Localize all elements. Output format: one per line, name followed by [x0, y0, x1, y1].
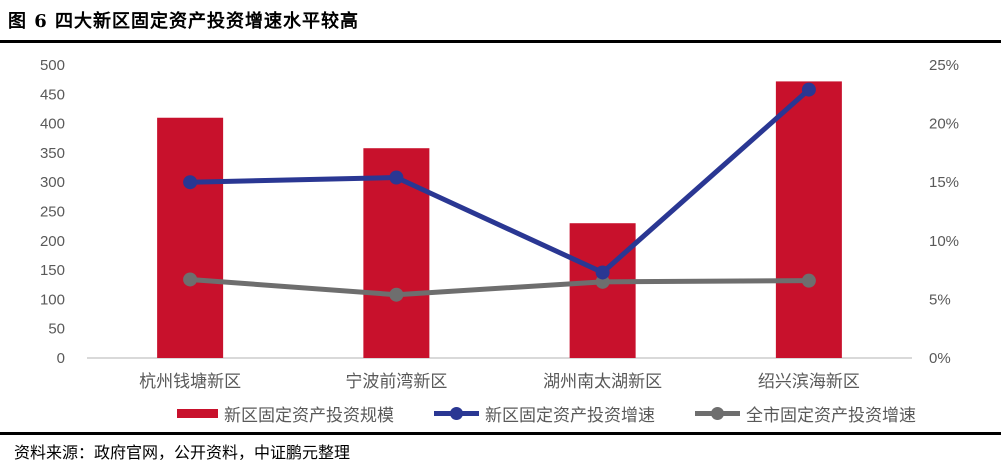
- svg-text:15%: 15%: [929, 174, 959, 191]
- footer-divider: [0, 432, 1001, 435]
- svg-text:5%: 5%: [929, 291, 951, 308]
- svg-text:350: 350: [40, 145, 65, 162]
- svg-text:250: 250: [40, 204, 65, 221]
- legend-label-city-growth: 全市固定资产投资增速: [746, 405, 916, 425]
- svg-text:0%: 0%: [929, 350, 951, 367]
- svg-text:450: 450: [40, 86, 65, 103]
- svg-text:200: 200: [40, 233, 65, 250]
- svg-text:杭州钱塘新区: 杭州钱塘新区: [139, 372, 241, 391]
- svg-text:10%: 10%: [929, 233, 959, 250]
- svg-text:绍兴滨海新区: 绍兴滨海新区: [758, 372, 860, 391]
- title-divider: [0, 40, 1001, 43]
- legend-item-investment-scale: 新区固定资产投资规模: [177, 401, 394, 426]
- legend-item-city-growth: 全市固定资产投资增速: [695, 401, 916, 426]
- chart-legend: 新区固定资产投资规模 新区固定资产投资增速 全市固定资产投资增速: [0, 401, 1001, 425]
- figure-title: 图 6 四大新区固定资产投资增速水平较高: [8, 11, 360, 32]
- svg-text:500: 500: [40, 57, 65, 74]
- legend-label-district-growth: 新区固定资产投资增速: [485, 405, 655, 425]
- svg-text:湖州南太湖新区: 湖州南太湖新区: [543, 372, 662, 391]
- svg-text:20%: 20%: [929, 116, 959, 133]
- legend-item-district-growth: 新区固定资产投资增速: [434, 401, 655, 426]
- svg-text:50: 50: [48, 321, 65, 338]
- svg-text:100: 100: [40, 291, 65, 308]
- gray-line-marker-icon: [695, 406, 740, 420]
- legend-label-investment-scale: 新区固定资产投资规模: [224, 405, 394, 425]
- svg-text:宁波前湾新区: 宁波前湾新区: [345, 372, 447, 391]
- svg-text:25%: 25%: [929, 57, 959, 74]
- svg-text:150: 150: [40, 262, 65, 279]
- blue-line-marker-icon: [434, 406, 479, 420]
- svg-text:300: 300: [40, 174, 65, 191]
- svg-text:400: 400: [40, 116, 65, 133]
- source-note: 资料来源：政府官网，公开资料，中证鹏元整理: [14, 443, 351, 462]
- bar-legend-swatch-icon: [177, 408, 218, 418]
- svg-text:0: 0: [57, 350, 65, 367]
